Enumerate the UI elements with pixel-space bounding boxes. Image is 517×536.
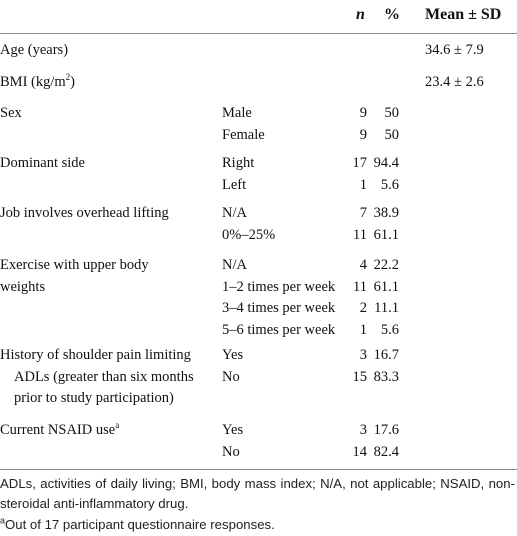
group-label: N/A [222,205,247,221]
row-label-sup: 2 [65,72,71,83]
n-value: 14 [352,443,368,460]
pct-value: 82.4 [373,443,399,460]
row-label-end: ) [70,74,75,90]
group-label: 3–4 times per week [222,300,336,316]
group-label: No [222,368,240,385]
row-label: Sex [0,104,22,122]
group-label: Left [222,176,247,193]
pct-value: 5.6 [380,176,399,193]
group-label: 0%–25% [222,226,276,243]
rule [0,469,517,470]
group-label: Yes [222,347,244,363]
row-label: Current NSAID usea [0,421,119,439]
group-label: 5–6 times per week [222,321,336,338]
n-value: 7 [359,205,367,221]
n-value: 2 [359,300,367,316]
footnote-sup: a [0,515,6,526]
pct-value: 94.4 [373,155,399,171]
pct-value: 16.7 [373,347,399,363]
n-value: 17 [352,155,368,171]
pct-value: 38.9 [373,205,399,221]
header-mean: Mean ± SD [425,6,502,23]
footnote-text: Out of 17 participant questionnaire resp… [5,517,275,532]
n-value: 9 [359,126,367,143]
n-value: 9 [359,105,367,121]
row-label-text: BMI (kg/m [0,74,66,90]
footnote-text: ADLs, activities of daily living; BMI, b… [0,476,515,511]
n-value: 4 [359,257,367,273]
group-label: Yes [222,422,244,438]
footnote: aOut of 17 participant questionnaire res… [0,515,515,535]
row-label-text: Current NSAID use [0,422,116,438]
footnote: ADLs, activities of daily living; BMI, b… [0,474,515,514]
mean-sd: 23.4 ± 2.6 [425,74,484,90]
header-n: n [356,6,365,23]
row-label-text: Age (years) [0,42,69,58]
row-label-text: ADLs (greater than six months [14,368,194,385]
pct-value: 17.6 [373,422,399,438]
pct-value: 50 [384,126,400,143]
row-label-text: Dominant side [0,155,85,171]
row-label-text: weights [0,278,46,295]
n-value: 1 [359,321,367,338]
pct-value: 61.1 [373,278,399,295]
row-label-text: Exercise with upper body [0,257,149,273]
row-label-sup: a [115,420,120,431]
group-label: Male [222,105,252,121]
row-label: prior to study participation) [14,389,174,407]
row-label: Dominant side [0,154,85,172]
row-label: Job involves overhead lifting [0,204,169,222]
n-value: 15 [352,368,368,385]
n-value: 11 [353,278,367,295]
pct-value: 22.2 [373,257,399,273]
row-label-text: Job involves overhead lifting [0,205,169,221]
row-label: Exercise with upper body [0,256,149,274]
pct-value: 61.1 [373,226,399,243]
group-label: Female [222,126,265,143]
pct-value: 50 [384,105,400,121]
group-label: 1–2 times per week [222,278,336,295]
n-value: 11 [353,226,367,243]
group-label: No [222,443,240,460]
pct-value: 11.1 [374,300,399,316]
row-label-text: History of shoulder pain limiting [0,347,191,363]
group-label: Right [222,155,255,171]
row-label-text: prior to study participation) [14,390,174,406]
pct-value: 83.3 [373,368,399,385]
row-label-text: Sex [0,105,22,121]
row-label: Age (years) [0,41,68,59]
header-pct: % [384,6,400,23]
row-label: History of shoulder pain limiting [0,346,191,364]
row-label: weights [0,278,45,296]
rule [0,33,517,34]
group-label: N/A [222,257,247,273]
row-label: ADLs (greater than six months [14,368,194,386]
n-value: 3 [359,347,367,363]
mean-sd: 34.6 ± 7.9 [425,42,484,58]
n-value: 1 [359,176,367,193]
n-value: 3 [359,422,367,438]
row-label: BMI (kg/m2) [0,73,75,91]
pct-value: 5.6 [380,321,399,338]
